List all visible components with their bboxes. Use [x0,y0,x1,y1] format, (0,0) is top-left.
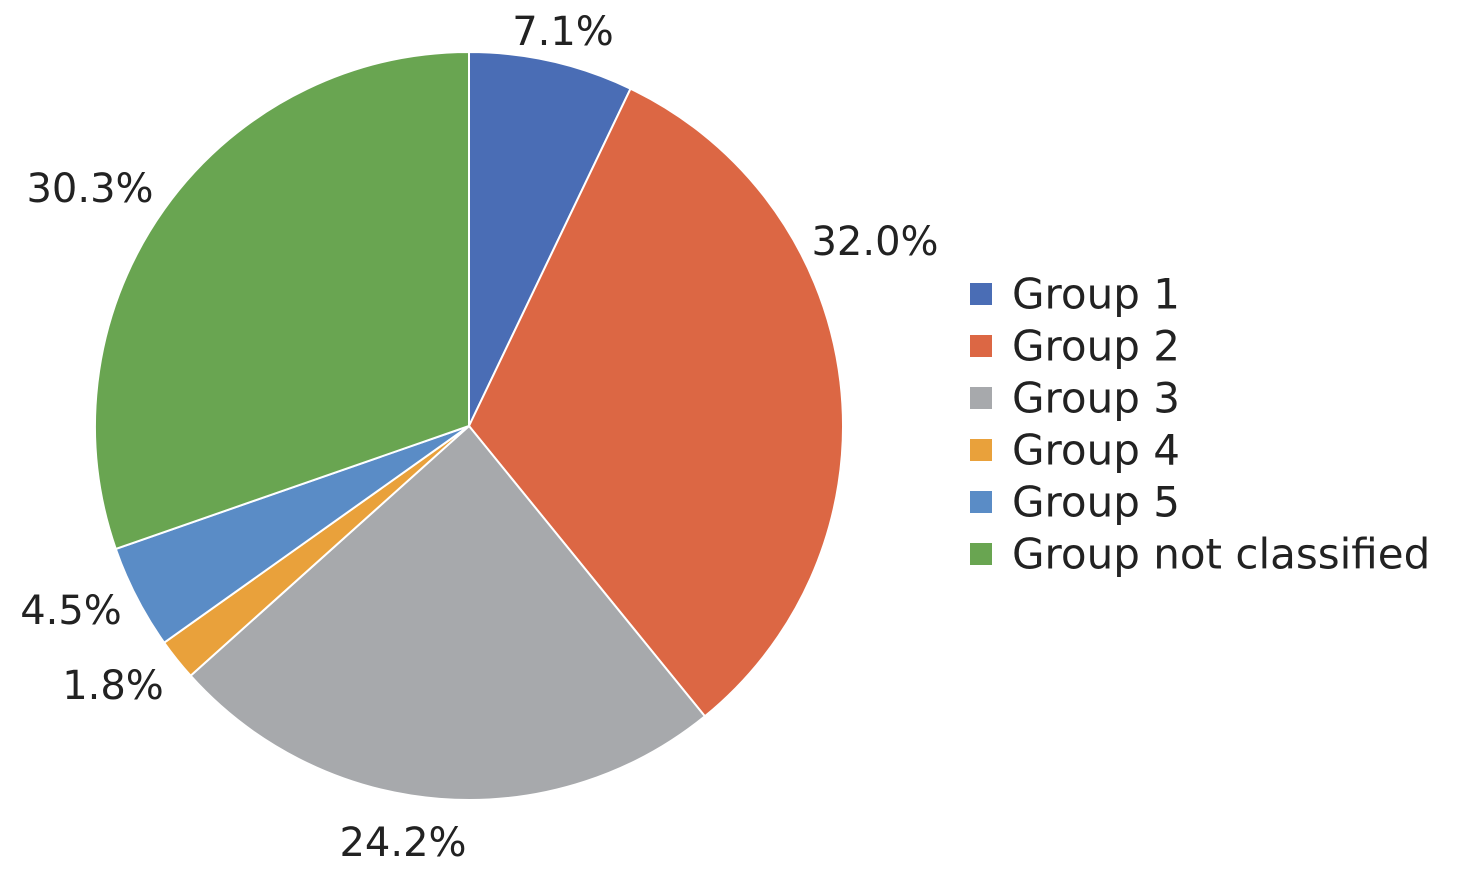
pie-slice-6 [94,50,470,551]
data-label-3: 24.2% [339,820,466,866]
legend-swatch-4 [970,439,992,461]
data-label-1: 7.1% [512,9,614,55]
legend-swatch-1 [970,283,992,305]
legend-swatch-6 [970,543,992,565]
data-label-4: 1.8% [62,663,164,709]
legend-label-5: Group 5 [1012,478,1180,527]
pie-slices [94,50,844,801]
legend-label-4: Group 4 [1012,426,1180,475]
legend-label-3: Group 3 [1012,374,1180,423]
data-label-5: 4.5% [20,588,122,634]
pie-slice-3 [189,424,707,801]
legend-label-6: Group not classified [1012,530,1430,579]
data-label-2: 32.0% [811,219,938,265]
legend-swatch-2 [970,335,992,357]
legend-swatch-5 [970,491,992,513]
pie-slice-1 [468,50,632,427]
pie-slice-2 [467,87,844,718]
legend-swatch-3 [970,387,992,409]
pie-data-labels: 7.1% 32.0% 24.2% 1.8% 4.5% 30.3% [20,9,938,866]
data-label-6: 30.3% [26,166,153,212]
legend-label-1: Group 1 [1012,270,1180,319]
legend-label-2: Group 2 [1012,322,1180,371]
